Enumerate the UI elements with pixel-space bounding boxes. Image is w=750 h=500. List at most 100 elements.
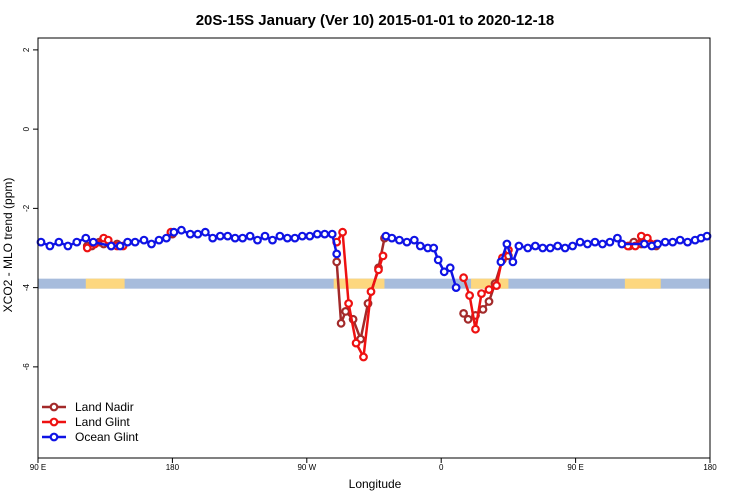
legend-marker-1 [49, 417, 59, 427]
data-point-ocean-glint-022 [223, 231, 233, 241]
data-point-ocean-glint-036 [327, 229, 337, 239]
data-point-ocean-glint-060 [568, 241, 577, 251]
data-point-ocean-glint-054 [523, 243, 533, 253]
data-point-ocean-glint-014 [161, 233, 171, 243]
data-point-land-glint-011 [359, 352, 368, 362]
data-point-ocean-glint-004 [72, 237, 82, 247]
data-point-ocean-glint-029 [275, 231, 285, 241]
data-point-land-nadir-009 [341, 307, 351, 316]
data-point-ocean-glint-024 [238, 233, 248, 243]
data-point-ocean-glint-072 [668, 237, 678, 247]
data-point-ocean-glint-035 [320, 229, 330, 239]
data-point-ocean-glint-053 [514, 241, 524, 251]
data-point-ocean-glint-026 [253, 235, 262, 245]
x-tick-label-0: 90 E [30, 463, 46, 472]
data-point-ocean-glint-042 [409, 235, 419, 245]
data-point-land-glint-016 [465, 291, 475, 300]
data-point-ocean-glint-007 [106, 241, 116, 251]
data-point-land-glint-009 [344, 299, 354, 308]
data-point-ocean-glint-062 [583, 239, 592, 249]
data-point-ocean-glint-032 [297, 231, 307, 241]
data-point-ocean-glint-030 [283, 233, 292, 243]
data-point-land-glint-019 [484, 285, 494, 295]
y-tick-label-2: -2 [22, 204, 31, 212]
data-point-ocean-glint-028 [268, 235, 277, 245]
y-tick-label-0: 2 [22, 47, 31, 52]
data-point-ocean-glint-020 [208, 233, 218, 243]
plot-frame [37, 37, 711, 459]
data-point-ocean-glint-045 [429, 243, 439, 253]
data-point-land-glint-008 [338, 227, 348, 237]
data-point-ocean-glint-052 [508, 257, 518, 267]
land-strip-2 [471, 278, 509, 289]
data-point-land-glint-020 [492, 281, 501, 291]
data-point-ocean-glint-037 [332, 249, 342, 259]
data-point-ocean-glint-064 [598, 239, 607, 249]
data-point-ocean-glint-070 [653, 239, 663, 249]
data-point-ocean-glint-061 [575, 237, 585, 247]
data-point-land-nadir-016 [463, 314, 473, 324]
land-strip-3 [624, 278, 661, 289]
data-point-ocean-glint-041 [402, 237, 412, 247]
data-point-ocean-glint-034 [312, 229, 322, 239]
data-point-land-nadir-018 [478, 305, 488, 314]
data-point-ocean-glint-055 [530, 241, 540, 251]
data-point-ocean-glint-015 [169, 227, 179, 237]
data-point-ocean-glint-050 [496, 257, 506, 267]
legend-label-1: Land Glint [75, 415, 130, 429]
data-point-ocean-glint-074 [683, 237, 692, 247]
data-point-ocean-glint-001 [45, 241, 55, 251]
data-point-ocean-glint-048 [445, 263, 455, 273]
data-point-ocean-glint-033 [305, 231, 315, 241]
data-point-ocean-glint-012 [147, 239, 156, 249]
data-point-land-glint-012 [366, 287, 376, 297]
data-point-land-nadir-008 [336, 318, 346, 328]
x-axis-ticks: 90 E 180 90 W 0 90 E 180 [30, 458, 717, 472]
land-strip-0 [85, 278, 125, 289]
x-tick-label-5: 180 [703, 463, 717, 472]
data-point-ocean-glint-013 [154, 235, 164, 245]
data-point-ocean-glint-025 [245, 231, 255, 241]
y-tick-label-1: 0 [22, 126, 31, 131]
data-point-ocean-glint-047 [439, 267, 449, 277]
data-point-ocean-glint-063 [590, 237, 600, 247]
data-point-land-nadir-019 [484, 297, 494, 306]
data-point-ocean-glint-003 [63, 241, 73, 251]
data-point-land-glint-018 [477, 289, 486, 299]
data-point-ocean-glint-059 [560, 243, 570, 253]
data-point-ocean-glint-031 [290, 233, 300, 243]
data-point-ocean-glint-057 [545, 243, 555, 253]
data-point-ocean-glint-006 [88, 237, 98, 247]
data-point-land-glint-017 [471, 324, 480, 334]
data-point-ocean-glint-056 [538, 243, 548, 253]
data-point-land-nadir-007 [332, 257, 342, 267]
y-axis-ticks: 2 0 -2 -4 -6 [22, 47, 38, 370]
data-point-land-glint-015 [459, 273, 469, 283]
data-point-ocean-glint-040 [395, 235, 404, 245]
data-point-ocean-glint-021 [215, 231, 225, 241]
data-point-ocean-glint-039 [387, 233, 397, 243]
data-point-ocean-glint-046 [433, 255, 443, 265]
data-point-ocean-glint-010 [130, 237, 140, 247]
data-point-ocean-glint-067 [617, 239, 627, 249]
data-point-land-glint-014 [378, 251, 388, 261]
data-point-ocean-glint-068 [639, 239, 649, 249]
x-tick-label-1: 180 [166, 463, 180, 472]
data-point-ocean-glint-043 [415, 241, 425, 251]
data-point-land-glint-013 [374, 265, 383, 275]
legend-marker-2 [49, 432, 59, 442]
data-point-ocean-glint-018 [193, 229, 203, 239]
data-point-ocean-glint-009 [123, 237, 132, 247]
data-point-ocean-glint-027 [260, 231, 270, 241]
data-point-ocean-glint-019 [200, 227, 210, 237]
data-point-ocean-glint-071 [660, 237, 670, 247]
data-point-ocean-glint-000 [36, 237, 46, 247]
data-point-ocean-glint-058 [553, 241, 563, 251]
x-tick-label-3: 0 [439, 463, 444, 472]
data-point-ocean-glint-051 [502, 239, 512, 249]
data-point-ocean-glint-016 [176, 225, 186, 235]
data-point-ocean-glint-011 [139, 235, 149, 245]
